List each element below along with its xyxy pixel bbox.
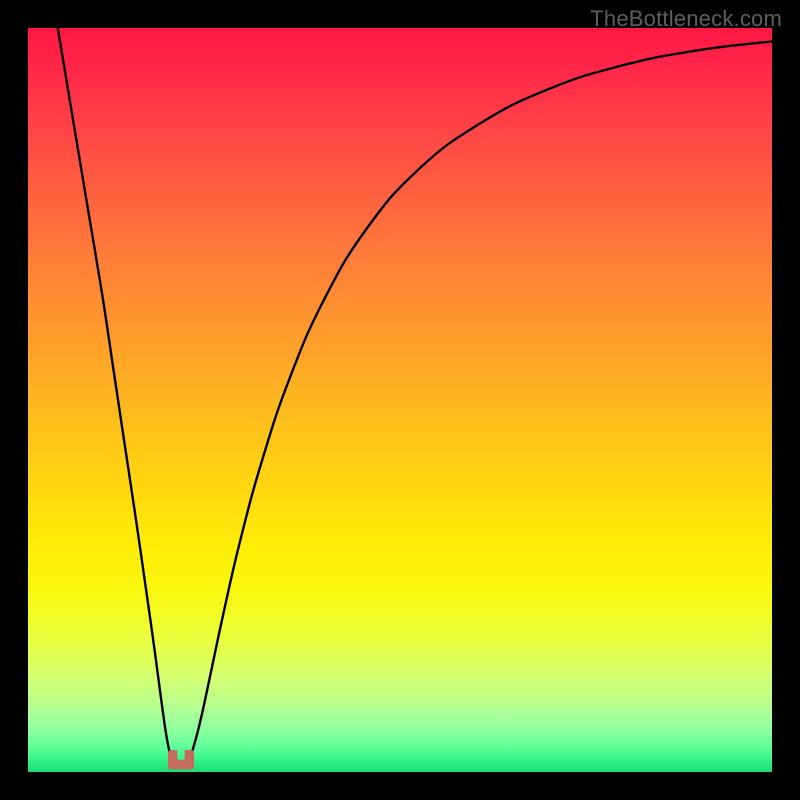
plot-background: [28, 28, 772, 772]
watermark-text: TheBottleneck.com: [590, 6, 782, 32]
